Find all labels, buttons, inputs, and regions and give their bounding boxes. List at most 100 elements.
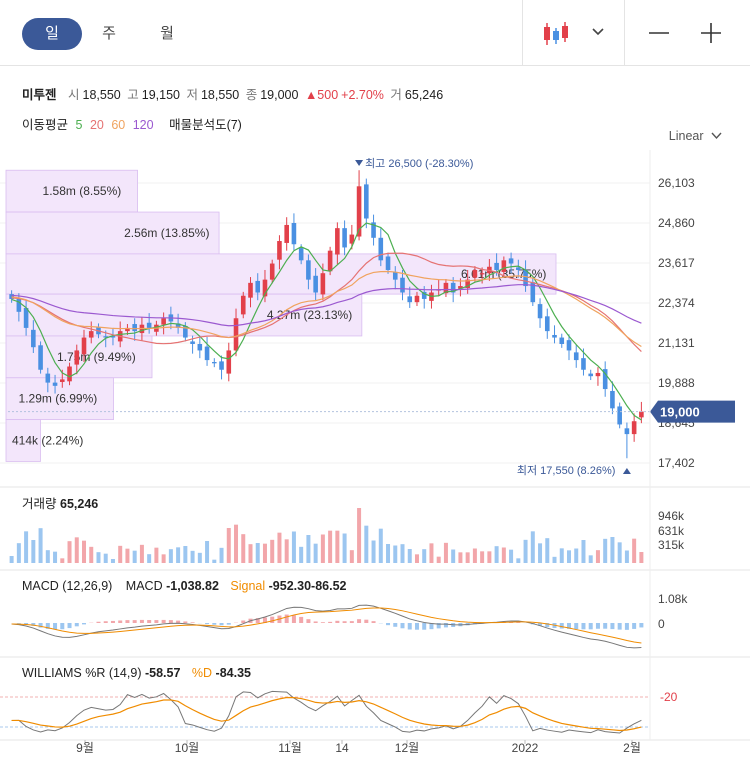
- macd-histogram-bar: [320, 622, 325, 623]
- ma-20[interactable]: 20: [89, 118, 104, 132]
- candle-body: [103, 336, 109, 338]
- williams-r-line: [11, 690, 642, 734]
- candle-body: [364, 184, 369, 219]
- volume-bar: [299, 546, 304, 563]
- candlestick-chart-icon[interactable]: [540, 20, 574, 48]
- volume-bar: [118, 545, 123, 563]
- volume-bar: [480, 551, 485, 563]
- chevron-down-icon[interactable]: [592, 27, 604, 37]
- moving-average-legend: 이동평균 5 20 60 120 매물분석도(7): [22, 114, 246, 133]
- macd-histogram-bar: [299, 616, 304, 623]
- candle-body: [544, 316, 550, 332]
- volume-profile-toggle[interactable]: 매물분석도(7): [169, 118, 242, 132]
- volume-bar: [603, 538, 608, 563]
- volume-bar: [234, 524, 239, 563]
- x-axis-label: 14: [335, 741, 349, 755]
- price-tick-label: 26,103: [658, 176, 695, 190]
- tab-week[interactable]: 주: [102, 25, 116, 42]
- macd-histogram-bar: [436, 623, 441, 629]
- macd-tick-label: 1.08k: [658, 592, 688, 606]
- change-percent: +2.70%: [341, 88, 384, 102]
- tab-day[interactable]: 일: [22, 18, 82, 50]
- x-axis-label: 12월: [395, 741, 419, 755]
- volume-bar: [393, 545, 398, 563]
- volume-bar: [60, 558, 65, 563]
- macd-histogram-bar: [429, 623, 434, 630]
- volume-bar: [335, 530, 340, 563]
- macd-histogram-bar: [516, 622, 521, 623]
- macd-histogram-bar: [74, 623, 79, 627]
- volume-bar: [270, 539, 275, 563]
- volume-bar: [248, 544, 253, 563]
- zoom-in-icon[interactable]: [700, 22, 722, 44]
- candle-body: [291, 223, 297, 245]
- macd-histogram-bar: [284, 614, 289, 623]
- macd-histogram-bar: [270, 616, 275, 623]
- volume-bar: [595, 550, 600, 563]
- williams-title: WILLIAMS %R (14,9): [22, 666, 142, 680]
- macd-histogram-bar: [16, 623, 21, 624]
- price-summary: 미투젠 시 18,550 고 19,150 저 18,550 종 19,000 ▲500…: [22, 84, 446, 103]
- candle-body: [125, 327, 130, 332]
- macd-histogram-bar: [574, 623, 579, 630]
- macd-histogram-bar: [538, 623, 543, 626]
- candle-body: [530, 282, 536, 303]
- tab-month[interactable]: 월: [160, 25, 174, 42]
- candle-body: [327, 250, 333, 272]
- williams-d-label: %D: [191, 666, 213, 680]
- macd-histogram-bar: [566, 623, 571, 629]
- macd-title: MACD (12,26,9): [22, 579, 113, 593]
- candle-body: [624, 428, 630, 435]
- open-value: 18,550: [82, 88, 121, 102]
- macd-histogram-bar: [168, 620, 173, 623]
- macd-histogram-bar: [328, 621, 333, 623]
- volume-bar: [320, 534, 325, 563]
- volume-bar: [451, 549, 456, 563]
- candle-body: [45, 373, 51, 383]
- macd-value: -1,038.82: [166, 579, 219, 593]
- volume-bar: [386, 544, 391, 563]
- candle-body: [233, 318, 239, 351]
- macd-histogram-bar: [349, 621, 354, 623]
- volume-bar: [494, 546, 499, 563]
- macd-label: MACD: [125, 579, 163, 593]
- macd-histogram-bar: [110, 620, 115, 623]
- candle-body: [132, 324, 137, 332]
- volume-bar: [639, 552, 644, 563]
- candle-body: [392, 271, 398, 280]
- candle-body: [255, 280, 261, 293]
- volume-bar: [364, 525, 369, 563]
- candle-body: [516, 267, 521, 270]
- candle-body: [602, 369, 608, 390]
- volume-bar: [378, 528, 383, 563]
- candle-body: [262, 279, 268, 297]
- volume-bar: [306, 535, 311, 563]
- volume-profile-bar: [5, 211, 220, 255]
- volume-profile-label: 4.27m (23.13%): [267, 308, 352, 322]
- macd-histogram-bar: [559, 623, 564, 629]
- macd-histogram-bar: [255, 618, 260, 623]
- scale-selector[interactable]: Linear: [669, 129, 722, 143]
- low-label: 저: [186, 88, 198, 102]
- x-axis-label: 9월: [76, 741, 94, 755]
- candle-body: [9, 294, 14, 299]
- macd-histogram-bar: [38, 623, 43, 628]
- candle-body: [552, 334, 557, 338]
- ma-5[interactable]: 5: [75, 118, 83, 132]
- volume-bar: [545, 538, 550, 563]
- candle-body: [197, 343, 203, 351]
- macd-histogram-bar: [118, 620, 123, 623]
- zoom-out-icon[interactable]: [648, 22, 670, 44]
- volume-panel-title: 거래량 65,246: [22, 493, 98, 512]
- candle-body: [204, 346, 210, 361]
- macd-histogram-bar: [212, 623, 217, 625]
- volume-bar: [349, 550, 354, 563]
- ma-120[interactable]: 120: [132, 118, 154, 132]
- volume-bar: [559, 548, 564, 563]
- ma-60[interactable]: 60: [111, 118, 126, 132]
- volume-bar: [617, 542, 622, 563]
- candle-body: [371, 222, 376, 238]
- volume-bar: [262, 543, 267, 563]
- volume-bar: [24, 531, 29, 563]
